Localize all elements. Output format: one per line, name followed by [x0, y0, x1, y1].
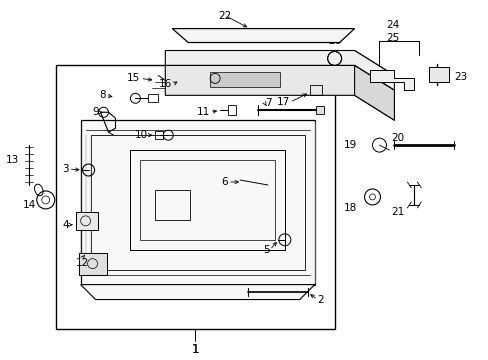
Text: 5: 5 [263, 245, 269, 255]
Polygon shape [354, 66, 394, 120]
Text: 12: 12 [76, 258, 89, 268]
Polygon shape [165, 50, 394, 90]
Text: 19: 19 [344, 140, 357, 150]
Polygon shape [81, 285, 314, 300]
Polygon shape [81, 120, 314, 285]
Bar [76, 212, 98, 230]
Text: 15: 15 [127, 73, 140, 84]
Bar [79, 253, 106, 275]
Text: 10: 10 [135, 130, 148, 140]
Text: 1: 1 [191, 343, 199, 356]
Bar [56, 66, 334, 329]
Bar [227, 105, 236, 115]
Text: 9: 9 [92, 107, 99, 117]
Bar [210, 72, 279, 87]
Text: 17: 17 [276, 97, 289, 107]
Text: 6: 6 [221, 177, 227, 187]
Text: 3: 3 [62, 164, 68, 174]
Text: 16: 16 [159, 79, 172, 89]
Bar [148, 94, 158, 102]
Text: 23: 23 [453, 72, 467, 82]
Text: 22: 22 [218, 11, 231, 21]
Text: 8: 8 [99, 90, 105, 100]
Polygon shape [369, 71, 413, 90]
Bar [155, 131, 163, 139]
Bar [155, 190, 190, 220]
Bar [315, 106, 323, 114]
Bar [309, 85, 321, 95]
Bar [428, 67, 448, 82]
Text: 1: 1 [191, 343, 199, 356]
Text: 20: 20 [390, 133, 403, 143]
Text: 18: 18 [344, 203, 357, 213]
Text: 26: 26 [327, 36, 341, 46]
Text: 21: 21 [390, 207, 403, 217]
Polygon shape [172, 28, 354, 42]
Text: 11: 11 [197, 107, 210, 117]
Text: 4: 4 [62, 220, 68, 230]
Text: 2: 2 [317, 294, 324, 305]
Polygon shape [165, 66, 394, 120]
Text: 14: 14 [22, 200, 36, 210]
Text: 13: 13 [6, 155, 19, 165]
Text: 24: 24 [385, 19, 398, 30]
Text: 7: 7 [264, 98, 271, 108]
Text: 25: 25 [385, 32, 398, 42]
